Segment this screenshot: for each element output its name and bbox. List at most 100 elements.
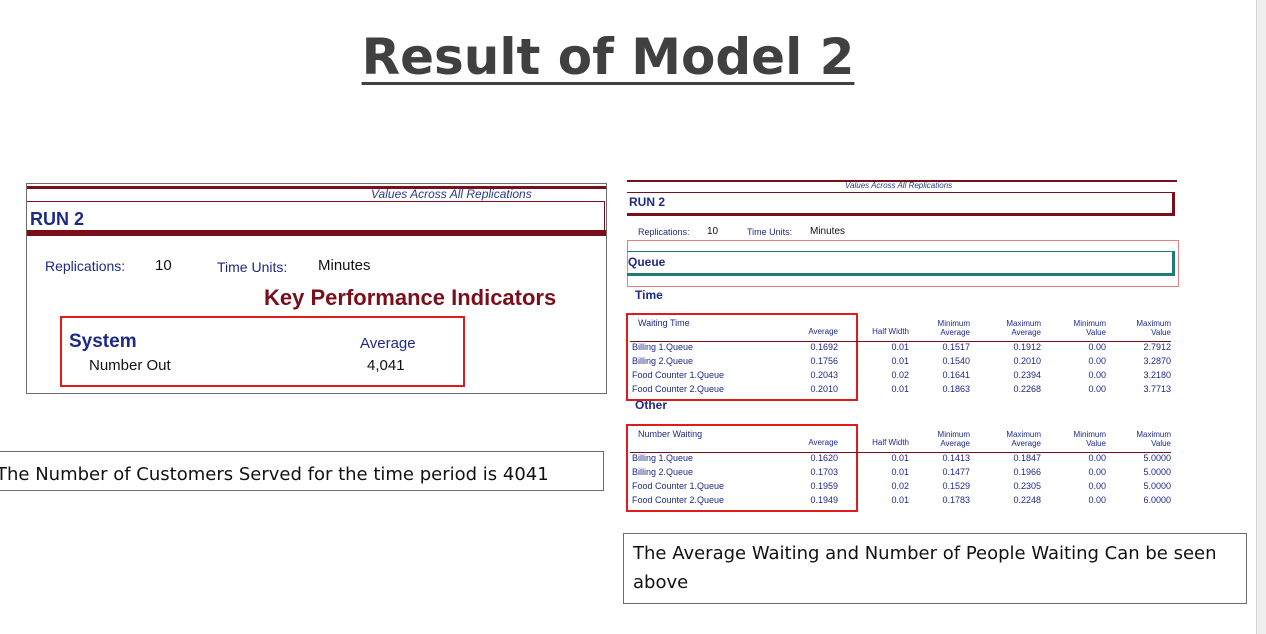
t1-row-value: 3.2870 (1143, 356, 1171, 366)
t1-row-value: 0.2010 (1013, 356, 1041, 366)
t1-header-5: Maximum Value (1136, 319, 1171, 337)
t1-row-value: 0.1912 (1013, 342, 1041, 352)
vertical-scrollbar[interactable] (1256, 0, 1266, 634)
t2-row-value: 0.1413 (942, 453, 970, 463)
t1-row-value: 0.2268 (1013, 384, 1041, 394)
t1-header-rule (630, 341, 1171, 342)
t1-row-value: 0.2010 (810, 384, 838, 394)
kpi-highlight-box (60, 316, 465, 387)
t1-header-4: Minimum Value (1073, 319, 1106, 337)
t2-row-name: Billing 2.Queue (632, 467, 694, 477)
replications-label: Replications: (45, 258, 126, 274)
t1-row-value: 0.02 (891, 370, 909, 380)
number-waiting-highlight-box (626, 424, 858, 512)
kpi-heading: Key Performance Indicators (264, 285, 557, 310)
t2-row-value: 0.00 (1088, 453, 1106, 463)
t2-row-value: 0.00 (1088, 467, 1106, 477)
t2-row-value: 0.01 (891, 453, 909, 463)
t2-header-3: Maximum Average (1006, 430, 1041, 448)
t2-row-value: 0.2305 (1013, 481, 1041, 491)
t1-header-2: Minimum Average (937, 319, 970, 337)
run-header-box (27, 201, 605, 233)
t1-row-name: Food Counter 2.Queue (632, 384, 725, 394)
replications-label: Replications: (638, 227, 690, 237)
t2-row-value: 0.1477 (942, 467, 970, 477)
time-section-title: Time (635, 288, 663, 302)
values-across-label: Values Across All Replications (845, 181, 953, 190)
right-caption-box[interactable] (623, 533, 1247, 604)
left-caption-text: The Number of Customers Served for the t… (0, 464, 549, 485)
t1-row-value: 2.7912 (1143, 342, 1171, 352)
t1-row-name: Billing 2.Queue (632, 356, 694, 366)
waiting-time-highlight-box (626, 313, 858, 401)
number-waiting-table-title: Number Waiting (638, 429, 703, 439)
t1-row-value: 0.00 (1088, 356, 1106, 366)
right-caption-text: The Average Waiting and Number of People… (633, 543, 1217, 593)
t1-row-value: 3.2180 (1143, 370, 1171, 380)
t1-header-3: Maximum Average (1006, 319, 1041, 337)
time-units-label: Time Units: (217, 259, 288, 275)
t1-row-value: 0.1692 (810, 342, 838, 352)
number-out-label: Number Out (89, 357, 171, 374)
values-across-label: Values Across All Replications (371, 187, 532, 201)
t2-row-value: 0.1966 (1013, 467, 1041, 477)
t1-row-value: 0.00 (1088, 342, 1106, 352)
t1-row-name: Billing 1.Queue (632, 342, 694, 352)
t2-row-value: 0.01 (891, 467, 909, 477)
queue-outer-frame (627, 240, 1179, 287)
run-header-bar (27, 230, 606, 236)
time-units-label: Time Units: (747, 227, 793, 237)
queue-report-top-rule (627, 180, 1177, 182)
left-caption-box[interactable] (0, 451, 604, 491)
t2-row-value: 0.1847 (1013, 453, 1041, 463)
kpi-report-panel: Values Across All Replications RUN 2 Rep… (26, 183, 607, 394)
t1-row-value: 0.01 (891, 384, 909, 394)
t2-header-1: Half Width (872, 438, 909, 447)
run-label: RUN 2 (30, 209, 85, 229)
t1-row-value: 0.2043 (810, 370, 838, 380)
t2-row-name: Billing 1.Queue (632, 453, 694, 463)
t2-row-value: 5.0000 (1143, 453, 1171, 463)
t1-header-0: Average (808, 327, 838, 336)
t2-row-value: 0.1783 (942, 495, 970, 505)
t1-row-value: 0.00 (1088, 370, 1106, 380)
t2-header-rule (630, 452, 1171, 453)
t2-row-value: 0.02 (891, 481, 909, 491)
t2-row-value: 5.0000 (1143, 481, 1171, 491)
t2-row-value: 0.1529 (942, 481, 970, 491)
slide-title-text: Result of Model 2 (361, 28, 855, 86)
time-units-value: Minutes (810, 226, 846, 237)
t1-row-name: Food Counter 1.Queue (632, 370, 725, 380)
queue-label: Queue (628, 255, 666, 269)
time-units-value: Minutes (318, 257, 371, 274)
t2-header-4: Minimum Value (1073, 430, 1106, 448)
t2-row-value: 5.0000 (1143, 467, 1171, 477)
t2-row-value: 0.1949 (810, 495, 838, 505)
t2-row-value: 0.00 (1088, 481, 1106, 491)
replications-value: 10 (155, 257, 172, 274)
t2-row-value: 0.1620 (810, 453, 838, 463)
t2-row-value: 0.1703 (810, 467, 838, 477)
queue-header-box (627, 251, 1175, 276)
replications-value: 10 (707, 226, 719, 237)
t2-header-5: Maximum Value (1136, 430, 1171, 448)
t1-row-value: 0.1517 (942, 342, 970, 352)
other-section-title: Other (635, 398, 668, 412)
t1-row-value: 0.01 (891, 342, 909, 352)
t1-row-value: 0.01 (891, 356, 909, 366)
t2-row-value: 0.00 (1088, 495, 1106, 505)
t1-row-value: 3.7713 (1143, 384, 1171, 394)
t2-row-value: 6.0000 (1143, 495, 1171, 505)
t2-header-0: Average (808, 438, 838, 447)
t2-row-value: 0.01 (891, 495, 909, 505)
t1-row-value: 0.1641 (942, 370, 970, 380)
average-column-label: Average (360, 335, 416, 352)
run-header-box (627, 192, 1175, 216)
t2-row-name: Food Counter 1.Queue (632, 481, 725, 491)
t1-row-value: 0.2394 (1013, 370, 1041, 380)
t1-row-value: 0.1756 (810, 356, 838, 366)
t1-row-value: 0.1540 (942, 356, 970, 366)
t2-row-name: Food Counter 2.Queue (632, 495, 725, 505)
t2-row-value: 0.1959 (810, 481, 838, 491)
report-top-rule (27, 186, 606, 189)
